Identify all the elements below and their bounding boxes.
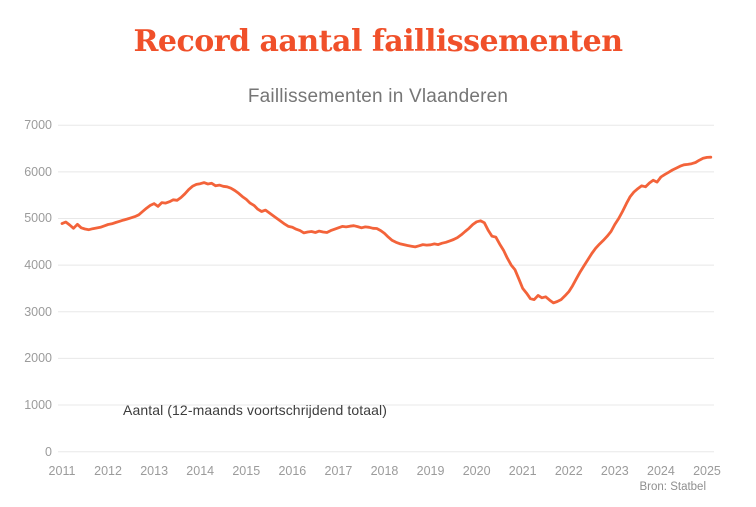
y-tick-2000: 2000 (24, 351, 52, 366)
x-tick-2015: 2015 (232, 464, 261, 478)
y-tick-7000: 7000 (24, 118, 52, 133)
x-tick-2013: 2013 (140, 464, 169, 478)
series-annotation: Aantal (12-maands voortschrijdend totaal… (123, 402, 388, 418)
y-tick-6000: 6000 (24, 164, 52, 179)
x-tick-2022: 2022 (554, 464, 583, 478)
x-tick-2023: 2023 (600, 464, 629, 478)
x-tick-2014: 2014 (186, 464, 215, 478)
y-tick-0: 0 (45, 444, 52, 459)
x-tick-2021: 2021 (508, 464, 537, 478)
x-tick-2020: 2020 (462, 464, 491, 478)
x-tick-2024: 2024 (647, 464, 675, 478)
y-tick-1000: 1000 (24, 398, 52, 413)
y-tick-5000: 5000 (24, 211, 52, 226)
x-tick-2011: 2011 (48, 464, 76, 478)
x-tick-2019: 2019 (416, 464, 445, 478)
chart-headline: Record aantal faillissementen (133, 24, 623, 59)
chart-subtitle: Faillissementen in Vlaanderen (247, 86, 509, 107)
y-tick-4000: 4000 (24, 258, 52, 273)
x-tick-2016: 2016 (278, 464, 307, 478)
x-tick-2018: 2018 (370, 464, 399, 478)
source-credit: Bron: Statbel (639, 481, 706, 493)
y-tick-3000: 3000 (24, 304, 52, 319)
x-tick-2025: 2025 (693, 464, 721, 478)
x-tick-2012: 2012 (94, 464, 122, 478)
data-series-line (60, 155, 713, 305)
x-tick-2017: 2017 (324, 464, 353, 478)
